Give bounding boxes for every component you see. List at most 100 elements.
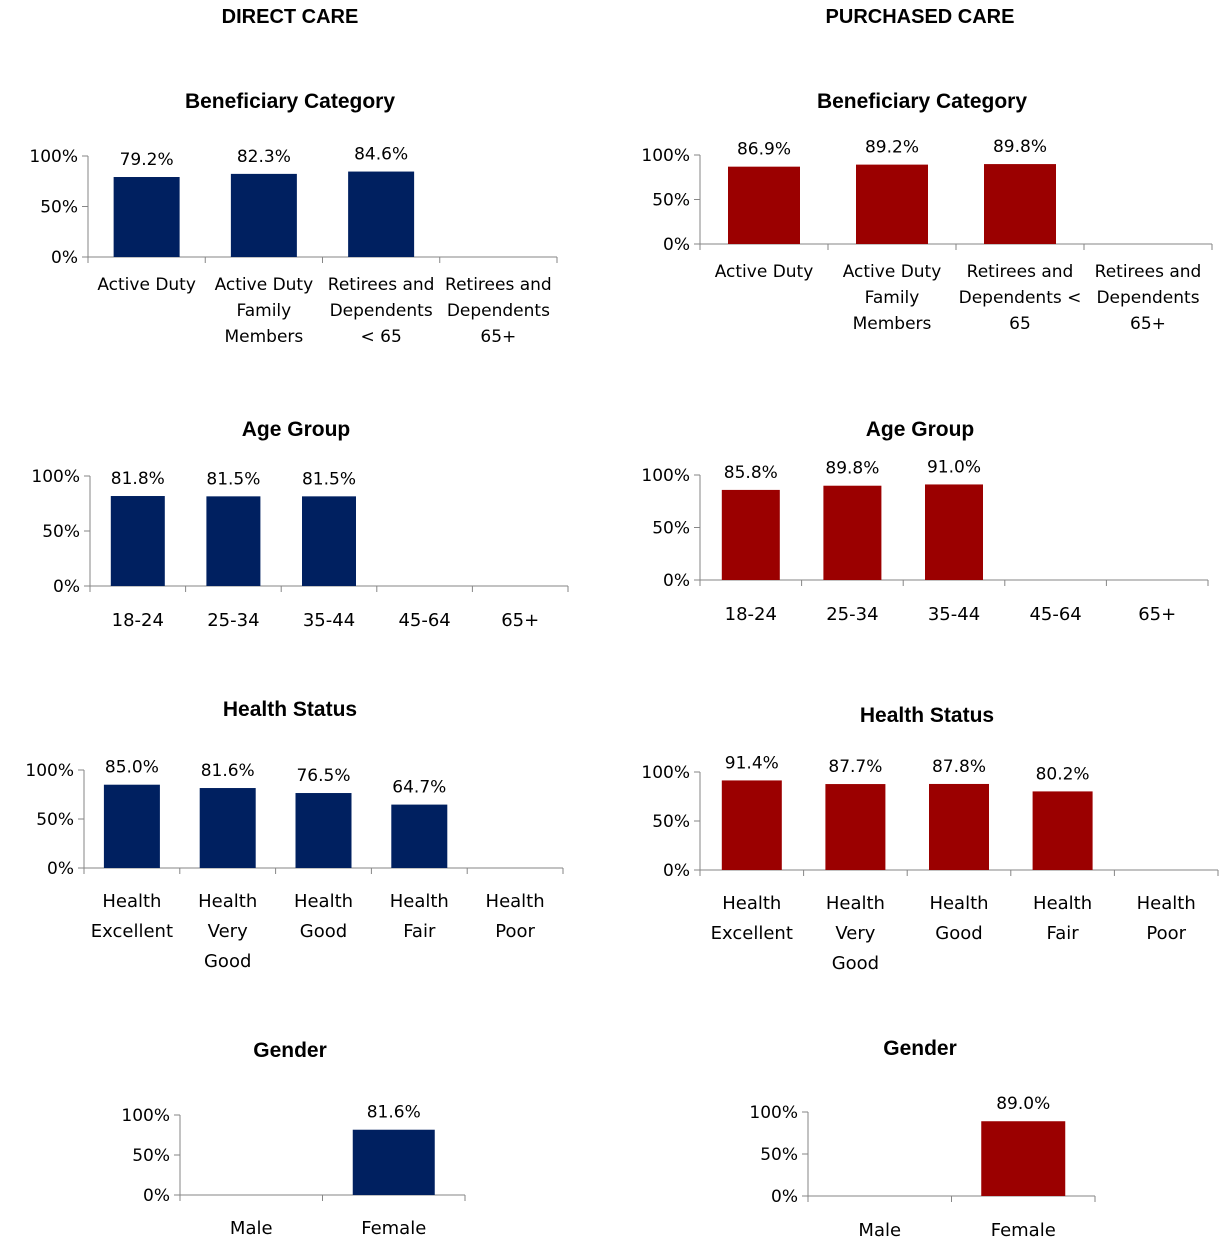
pc-beneficiary-bar (728, 166, 800, 244)
dc-beneficiary-category-label: Active Duty Family Members (215, 275, 314, 347)
dc-beneficiary-y-tick-label: 0% (51, 248, 78, 268)
pc-health-y-tick-label: 100% (641, 763, 690, 783)
pc-gender-chart: Gender 0% 50% 100% Male 89.0% Female (749, 1037, 1096, 1241)
dc-age-category-label: 35-44 (303, 610, 355, 631)
dc-beneficiary-category-line: Dependents (330, 301, 433, 321)
pc-gender-y-tick-label: 100% (749, 1103, 798, 1123)
pc-age-category-label: 35-44 (928, 604, 980, 625)
dc-beneficiary-data-label: 79.2% (120, 150, 174, 170)
dc-health-chart: Health Status 0% 50% 100% 85.0% Health Excelle… (25, 698, 564, 972)
dc-beneficiary-category-label: Active Duty (97, 275, 196, 295)
pc-age-category-line: 18-24 (725, 604, 777, 625)
pc-beneficiary-data-label: 86.9% (737, 140, 791, 160)
pc-health-data-label: 91.4% (725, 753, 779, 773)
dc-gender-data-label: 81.6% (367, 1103, 421, 1123)
dc-health-category-label: Health Good (294, 891, 353, 942)
dc-age-title: Age Group (242, 418, 351, 441)
pc-beneficiary-category-label: Retirees and Dependents 65+ (1095, 262, 1202, 334)
dc-beneficiary-category-label: Retirees and Dependents < 65 (328, 275, 435, 347)
dc-beneficiary-category-line: Active Duty (97, 275, 196, 295)
dc-health-y-tick-label: 50% (36, 810, 74, 830)
pc-beneficiary-category-line: Active Duty (843, 262, 942, 282)
pc-age-bar (721, 489, 780, 580)
dc-beneficiary-bar (230, 173, 297, 257)
dc-health-category-line: Poor (495, 921, 535, 942)
dc-health-y-tick-label: 0% (47, 859, 74, 879)
dc-health-bar (295, 793, 352, 868)
dc-age-category-label: 65+ (501, 610, 539, 631)
dc-age-y-tick-label: 50% (42, 522, 80, 542)
pc-gender-category-line: Female (991, 1220, 1056, 1241)
direct-care-heading: DIRECT CARE (221, 6, 359, 28)
pc-health-data-label: 80.2% (1036, 764, 1090, 784)
pc-beneficiary-category-line: Retirees and (967, 262, 1074, 282)
dc-age-category-label: 25-34 (207, 610, 259, 631)
pc-beneficiary-category-line: Family (865, 288, 920, 308)
pc-age-y-tick-label: 50% (652, 519, 690, 539)
dc-age-category-label: 18-24 (112, 610, 164, 631)
dc-health-category-line: Very (208, 921, 248, 942)
pc-age-chart: Age Group 0% 50% 100% 85.8% 18-24 89.8% 25-34 91… (641, 418, 1209, 625)
dc-beneficiary-y-tick-label: 50% (40, 198, 78, 218)
pc-age-title: Age Group (866, 418, 975, 441)
dc-beneficiary-category-line: < 65 (360, 327, 401, 347)
dc-beneficiary-title: Beneficiary Category (185, 90, 395, 113)
pc-gender-y-tick-label: 50% (760, 1145, 798, 1165)
pc-health-y-tick-label: 0% (663, 861, 690, 881)
dc-health-category-line: Good (300, 921, 347, 942)
pc-health-category-line: Poor (1146, 923, 1186, 944)
dc-health-data-label: 64.7% (392, 778, 446, 798)
pc-age-category-line: 35-44 (928, 604, 980, 625)
pc-beneficiary-chart: Beneficiary Category 0% 50% 100% 86.9% Active… (641, 90, 1213, 334)
dc-age-bar (110, 496, 165, 586)
dc-age-bar (302, 496, 356, 586)
dc-beneficiary-bar (113, 177, 180, 257)
pc-beneficiary-category-line: 65 (1009, 314, 1031, 334)
pc-age-category-label: 18-24 (725, 604, 777, 625)
pc-health-category-label: Health Excellent (711, 893, 793, 944)
dc-health-data-label: 81.6% (201, 761, 255, 781)
pc-health-category-line: Good (832, 953, 879, 974)
dc-beneficiary-category-line: Members (224, 327, 303, 347)
pc-age-category-label: 25-34 (826, 604, 878, 625)
dc-health-bar (103, 784, 160, 868)
dc-age-category-line: 25-34 (207, 610, 259, 631)
pc-age-y-tick-label: 100% (641, 466, 690, 486)
pc-age-category-label: 65+ (1138, 604, 1176, 625)
pc-age-category-line: 65+ (1138, 604, 1176, 625)
dc-gender-category-label: Female (361, 1218, 426, 1239)
dc-beneficiary-category-line: Retirees and (445, 275, 552, 295)
pc-beneficiary-category-line: Members (853, 314, 932, 334)
pc-beneficiary-category-line: Dependents (1096, 288, 1199, 308)
dc-beneficiary-category-line: Retirees and (328, 275, 435, 295)
dc-health-category-label: Health Excellent (91, 891, 173, 942)
dc-health-category-line: Excellent (91, 921, 173, 942)
dc-gender-title: Gender (253, 1039, 327, 1062)
pc-health-chart: Health Status 0% 50% 100% 91.4% Health Excelle… (641, 704, 1219, 974)
dc-health-bar (391, 804, 448, 868)
pc-gender-bar (981, 1121, 1066, 1196)
dc-health-category-line: Health (390, 891, 449, 912)
pc-beneficiary-bar (984, 164, 1056, 244)
dc-beneficiary-y-tick-label: 100% (29, 147, 78, 167)
pc-beneficiary-data-label: 89.2% (865, 138, 919, 158)
pc-health-data-label: 87.8% (932, 757, 986, 777)
pc-age-y-tick-label: 0% (663, 571, 690, 591)
dc-gender-bar (352, 1129, 435, 1195)
pc-beneficiary-data-label: 89.8% (993, 137, 1047, 157)
purchased-care-heading: PURCHASED CARE (825, 6, 1015, 28)
pc-health-bar (1032, 791, 1093, 870)
pc-health-category-label: Health Good (929, 893, 988, 944)
dc-beneficiary-category-line: Dependents (447, 301, 550, 321)
pc-gender-category-line: Male (858, 1220, 901, 1241)
dc-beneficiary-bar (348, 171, 415, 257)
pc-gender-category-label: Male (858, 1220, 901, 1241)
dc-gender-y-tick-label: 50% (132, 1146, 170, 1166)
dc-health-category-line: Health (102, 891, 161, 912)
pc-health-bar (721, 780, 782, 870)
dc-age-category-line: 18-24 (112, 610, 164, 631)
pc-health-category-line: Health (722, 893, 781, 914)
dc-gender-y-tick-label: 0% (143, 1186, 170, 1206)
pc-health-data-label: 87.7% (828, 757, 882, 777)
